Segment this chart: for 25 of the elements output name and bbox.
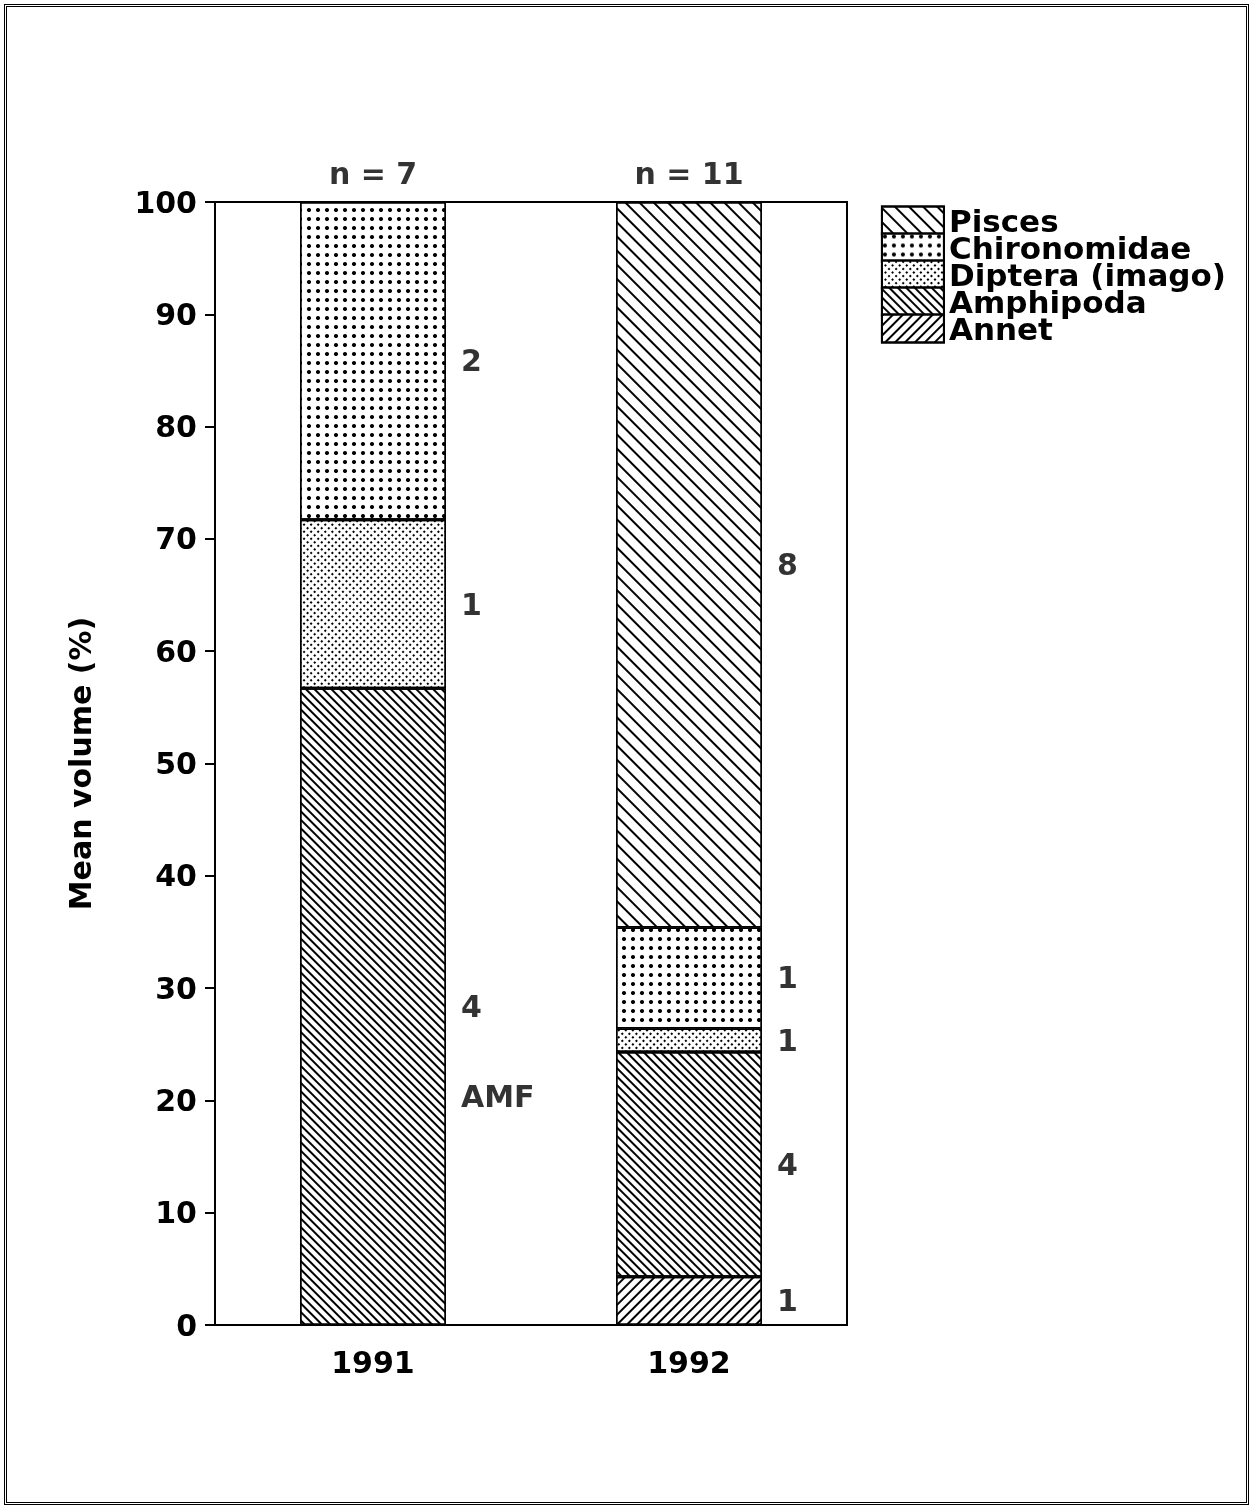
- y-tick-label: 50: [155, 746, 197, 781]
- annotation: 4: [461, 989, 482, 1025]
- annotation: 1: [777, 1283, 798, 1319]
- x-tick-label: 1991: [331, 1344, 415, 1380]
- y-tick-label: 0: [176, 1307, 197, 1343]
- y-tick-label: 10: [155, 1195, 197, 1231]
- y-tick-label: 100: [134, 184, 197, 220]
- y-tick-label: 90: [155, 296, 197, 332]
- annotation: 4: [777, 1146, 798, 1182]
- annotation: 1: [777, 1022, 798, 1058]
- y-tick-label: 20: [155, 1082, 197, 1118]
- x-tick-label: 1992: [647, 1344, 731, 1380]
- annotation: n = 11: [634, 155, 744, 191]
- annotation: n = 7: [328, 155, 418, 191]
- annotation: AMF: [461, 1079, 535, 1115]
- annotation: 8: [777, 547, 798, 583]
- y-tick-label: 60: [155, 633, 197, 669]
- annotation: 1: [461, 586, 482, 622]
- y-axis-title: Mean volume (%): [62, 616, 98, 911]
- annotation: 1: [777, 960, 798, 996]
- y-tick-label: 70: [155, 521, 197, 557]
- y-tick-label: 40: [155, 858, 197, 894]
- annotation: 2: [461, 343, 482, 379]
- y-tick-label: 80: [155, 409, 197, 445]
- y-tick-label: 30: [155, 970, 197, 1006]
